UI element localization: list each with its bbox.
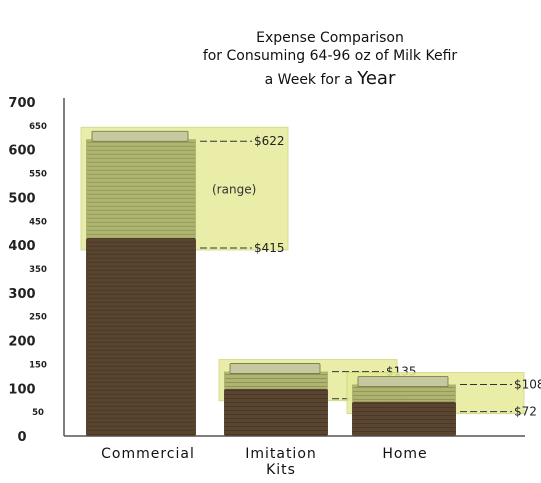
category-label: Commercial (101, 446, 195, 462)
y-tick-label: 300 (8, 287, 35, 302)
y-tick-label-minor: 150 (29, 360, 47, 370)
chart-title-line-3: a Week for a Year (180, 68, 480, 89)
y-tick-label: 0 (17, 430, 26, 445)
range-high-label: $622 (254, 134, 285, 148)
category-label: Home (382, 446, 427, 462)
y-tick-label-minor: 650 (29, 122, 47, 132)
y-tick-label: 200 (8, 335, 35, 350)
y-tick-label-minor: 550 (29, 170, 47, 180)
y-tick-label-minor: 250 (29, 313, 47, 323)
y-tick-label: 600 (8, 144, 35, 159)
chart-title-line-2: for Consuming 64-96 oz of Milk Kefir (202, 48, 458, 64)
money-stack-range (86, 139, 196, 238)
y-tick-label-minor: 450 (29, 217, 47, 227)
range-note-label: (range) (212, 183, 256, 197)
category-label: Imitation (245, 446, 317, 462)
y-tick-label-minor: 350 (29, 265, 47, 275)
range-low-label: $72 (514, 405, 537, 419)
money-stack-base (224, 388, 328, 436)
top-banknote (91, 130, 189, 142)
range-high-label: $108 (514, 377, 541, 391)
y-tick-label: 100 (8, 382, 35, 397)
money-stack-base (352, 401, 456, 436)
category-label: Kits (266, 462, 296, 478)
top-banknote (229, 363, 321, 374)
top-banknote (357, 376, 449, 387)
chart-title-line-3-emphasis: Year (357, 68, 396, 89)
y-tick-label: 400 (8, 239, 35, 254)
money-stack-range (224, 371, 328, 389)
y-tick-label: 700 (8, 96, 35, 111)
y-tick-label-minor: 50 (32, 408, 44, 418)
chart-title-line-1: Expense Comparison (256, 30, 404, 46)
chart-title-line-3-prefix: a Week for a (264, 72, 358, 88)
range-low-label: $415 (254, 241, 285, 255)
money-stack-range (352, 384, 456, 402)
y-tick-label: 500 (8, 191, 35, 206)
